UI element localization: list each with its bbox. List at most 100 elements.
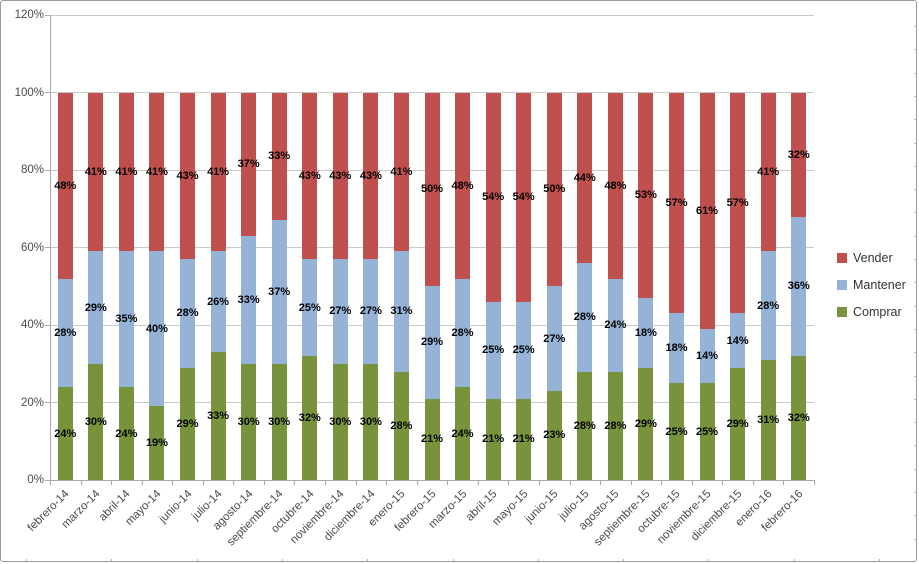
frame-edge-tick	[914, 212, 916, 214]
bar-value-label: 43%	[359, 169, 382, 182]
frame-edge-tick	[196, 559, 198, 561]
bar-value-label: 33%	[237, 293, 260, 306]
frame-edge-tick	[914, 49, 916, 51]
legend-label: Comprar	[853, 305, 902, 319]
bar-segment-vender	[332, 92, 348, 260]
bar-segment-mantener	[332, 259, 348, 364]
bar-segment-vender	[546, 92, 562, 287]
bar-value-label: 21%	[482, 433, 505, 446]
frame-edge-tick	[26, 559, 27, 561]
bar-value-label: 50%	[420, 183, 444, 196]
y-axis-tick	[45, 169, 50, 171]
x-axis-tick	[600, 480, 602, 485]
bar-segment-vender	[393, 92, 409, 252]
bar-segment-comprar	[363, 363, 379, 480]
bar-segment-comprar	[424, 398, 440, 480]
bar-value-label: 24%	[451, 427, 474, 440]
bar-segment-comprar	[88, 363, 104, 480]
frame-edge-tick	[367, 559, 369, 561]
x-axis-tick	[386, 480, 388, 485]
x-axis-line	[50, 479, 814, 481]
bar-segment-vender	[730, 92, 746, 314]
bar-segment-vender	[668, 92, 684, 314]
bar-value-label: 19%	[145, 437, 168, 450]
bar-segment-vender	[455, 92, 471, 279]
bar-value-label: 36%	[787, 280, 810, 293]
frame-edge-tick	[914, 235, 916, 237]
bar-value-label: 27%	[359, 305, 382, 318]
bar-value-label: 48%	[54, 179, 77, 192]
bar-value-label: 44%	[573, 171, 596, 184]
x-axis-tick	[111, 480, 113, 485]
y-axis-tick	[45, 92, 50, 93]
bar-value-label: 31%	[757, 413, 780, 426]
legend-swatch-icon	[837, 253, 847, 263]
bar-segment-vender	[118, 92, 134, 252]
bar-segment-comprar	[393, 371, 409, 480]
bar-segment-comprar	[57, 387, 73, 480]
bar-value-label: 30%	[359, 415, 382, 428]
x-axis-tick	[569, 480, 571, 485]
bar-value-label: 23%	[543, 429, 566, 442]
bar-segment-mantener	[607, 278, 623, 372]
frame-edge-tick	[914, 305, 916, 307]
bar-segment-comprar	[241, 363, 257, 480]
bar-value-label: 37%	[268, 286, 291, 299]
bar-value-label: 41%	[757, 165, 780, 178]
frame-edge-tick	[914, 95, 916, 97]
bar-segment-mantener	[180, 259, 196, 368]
frame-edge-tick	[879, 559, 880, 561]
bar-segment-mantener	[88, 251, 104, 364]
bar-segment-vender	[302, 92, 318, 260]
frame-edge-tick	[914, 26, 916, 27]
bar-segment-vender	[88, 92, 104, 252]
bar-segment-comprar	[638, 367, 654, 480]
bar-value-label: 28%	[573, 311, 596, 324]
bar-value-label: 24%	[604, 319, 627, 331]
bar-value-label: 57%	[665, 196, 688, 209]
gridline	[50, 14, 814, 16]
x-axis-tick	[447, 480, 449, 485]
bar-segment-mantener	[363, 259, 379, 364]
bar-value-label: 28%	[451, 326, 474, 339]
y-axis-label: 80%	[20, 164, 44, 176]
bar-segment-mantener	[424, 286, 440, 399]
bar-value-label: 53%	[634, 189, 657, 202]
bar-value-label: 57%	[726, 196, 749, 209]
bar-value-label: 50%	[543, 183, 566, 196]
bar-value-label: 24%	[115, 427, 138, 440]
frame-edge-tick	[452, 559, 454, 561]
bar-segment-mantener	[57, 278, 73, 387]
bar-segment-comprar	[760, 359, 776, 480]
bar-value-label: 29%	[420, 336, 444, 349]
frame-edge-tick	[914, 352, 916, 354]
bar-value-label: 25%	[298, 301, 321, 314]
bar-segment-mantener	[455, 278, 471, 387]
frame-edge-tick	[111, 559, 113, 561]
x-axis-tick	[416, 480, 418, 485]
bar-value-label: 25%	[482, 344, 505, 357]
bar-value-label: 28%	[604, 419, 627, 432]
x-axis-tick	[538, 480, 540, 485]
x-axis-tick	[263, 480, 265, 485]
bar-segment-comprar	[332, 363, 348, 480]
x-axis-tick	[661, 480, 663, 485]
legend-swatch-icon	[837, 307, 847, 317]
bar-value-label: 29%	[176, 417, 199, 430]
bar-segment-mantener	[668, 313, 684, 384]
bar-segment-comprar	[210, 352, 226, 480]
bar-segment-mantener	[271, 220, 287, 364]
bar-value-label: 28%	[390, 419, 413, 432]
bar-segment-comprar	[577, 371, 593, 480]
bar-value-label: 25%	[512, 344, 535, 357]
bar-value-label: 14%	[696, 350, 719, 362]
x-axis-tick	[50, 480, 51, 485]
bar-value-label: 33%	[207, 410, 230, 423]
y-axis-tick	[45, 247, 50, 248]
legend-label: Vender	[853, 251, 893, 265]
bar-segment-vender	[791, 92, 807, 217]
bar-value-label: 61%	[696, 204, 719, 217]
bar-segment-mantener	[241, 235, 257, 364]
legend-item-vender: Vender	[837, 251, 906, 265]
